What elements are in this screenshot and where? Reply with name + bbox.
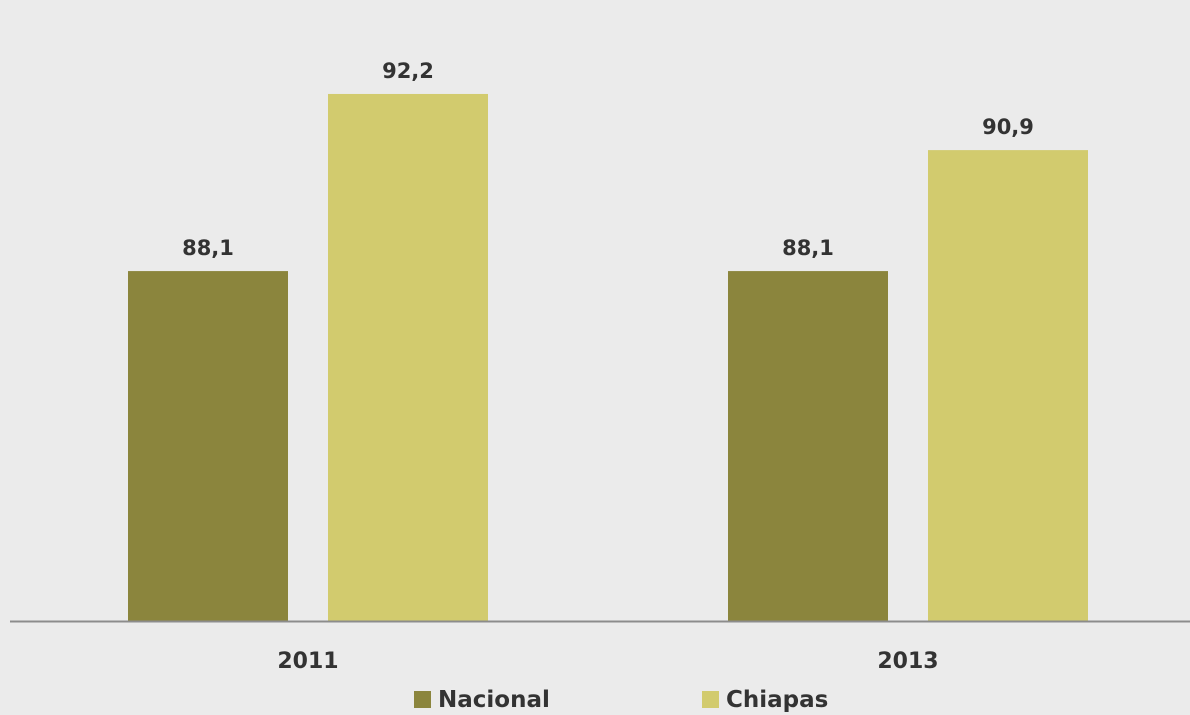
x-tick-label-2011: 2011	[277, 649, 338, 674]
bar-chiapas-2011	[328, 93, 488, 621]
legend-item-chiapas: Chiapas	[702, 684, 828, 715]
x-tick-label-2013: 2013	[877, 649, 938, 674]
data-label-nacional-2013: 88,1	[782, 236, 834, 260]
bar-chart: 88,1 88,1 92,2 90,9 2011 2013	[10, 59, 1190, 674]
bar-nacional-2011	[128, 271, 288, 621]
legend-swatch-nacional	[414, 691, 431, 708]
legend: Nacional Chiapas	[0, 684, 1190, 715]
legend-label-nacional: Nacional	[438, 686, 550, 713]
legend-swatch-chiapas	[702, 691, 719, 708]
data-label-chiapas-2011: 92,2	[382, 59, 434, 83]
legend-label-chiapas: Chiapas	[726, 686, 829, 713]
legend-item-nacional: Nacional	[414, 684, 550, 715]
bar-chiapas-2013	[928, 150, 1088, 621]
data-label-nacional-2011: 88,1	[182, 236, 234, 260]
bar-nacional-2013	[728, 271, 888, 621]
data-label-chiapas-2013: 90,9	[982, 115, 1034, 139]
